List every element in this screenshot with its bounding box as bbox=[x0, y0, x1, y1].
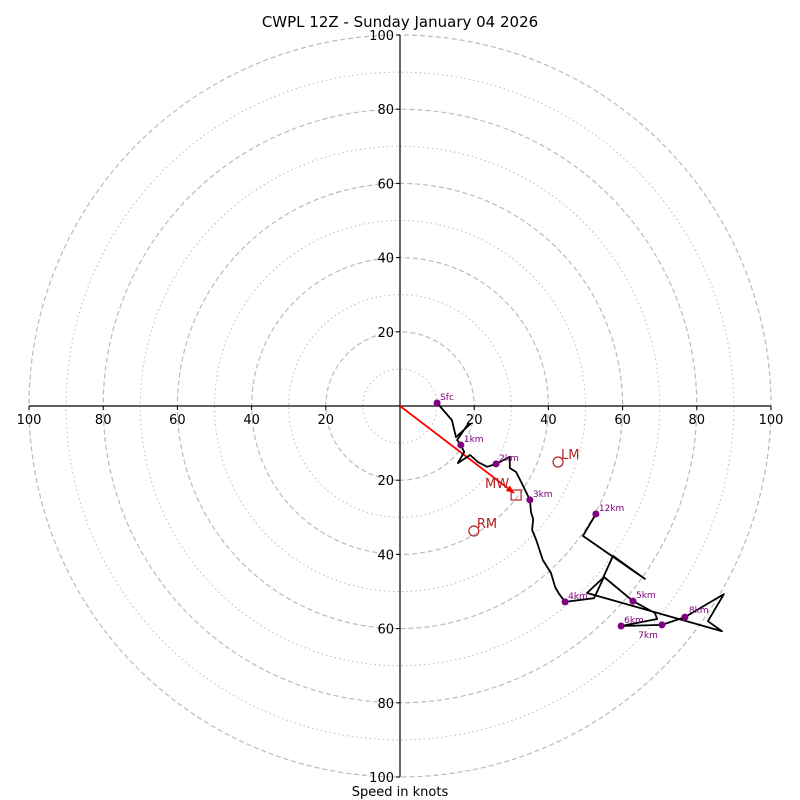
tick-label-bottom-60: 60 bbox=[377, 623, 394, 638]
tick-label-top-80: 80 bbox=[377, 103, 394, 118]
height-marker-5km bbox=[629, 597, 637, 605]
height-markers: Sfc 1km 2km 3km 4km 5km 6km 7km 8km 12km bbox=[433, 393, 709, 641]
motion-label-mw: MW bbox=[485, 477, 509, 492]
tick-label-top-60: 60 bbox=[377, 177, 394, 192]
height-label-5km: 5km bbox=[636, 591, 656, 601]
height-label-1km: 1km bbox=[464, 435, 484, 445]
height-label-2km: 2km bbox=[499, 454, 519, 464]
tick-label-top-100: 100 bbox=[369, 29, 394, 44]
mean-wind-arrow-shaft bbox=[399, 405, 515, 494]
height-marker-3km bbox=[526, 496, 534, 504]
hodograph-trace bbox=[436, 402, 725, 633]
height-marker-sfc bbox=[433, 399, 441, 407]
height-marker-2km bbox=[492, 460, 500, 468]
motion-marker-lm bbox=[552, 456, 564, 468]
height-label-3km: 3km bbox=[533, 490, 553, 500]
tick-label-right-60: 60 bbox=[614, 413, 631, 428]
height-marker-1km bbox=[457, 441, 465, 449]
height-label-8km: 8km bbox=[689, 606, 709, 616]
tick-label-left-80: 80 bbox=[95, 413, 112, 428]
tick-label-right-100: 100 bbox=[759, 413, 784, 428]
height-label-4km: 4km bbox=[568, 592, 588, 602]
x-axis-label: Speed in knots bbox=[352, 785, 449, 800]
motion-label-rm: RM bbox=[477, 517, 497, 532]
tick-label-left-40: 40 bbox=[243, 413, 260, 428]
tick-label-top-20: 20 bbox=[377, 326, 394, 341]
tick-label-top-40: 40 bbox=[377, 252, 394, 267]
tick-label-bottom-40: 40 bbox=[377, 548, 394, 563]
height-marker-6km bbox=[617, 622, 625, 630]
height-label-12km: 12km bbox=[599, 504, 624, 514]
height-marker-12km bbox=[592, 510, 600, 518]
motion-label-lm: LM bbox=[561, 448, 579, 463]
tick-label-left-100: 100 bbox=[17, 413, 42, 428]
mean-wind-arrow-head bbox=[505, 485, 515, 494]
tick-label-bottom-20: 20 bbox=[377, 474, 394, 489]
motion-marker-rm bbox=[468, 525, 480, 537]
tick-label-right-80: 80 bbox=[689, 413, 706, 428]
tick-label-bottom-80: 80 bbox=[377, 697, 394, 712]
mean-wind-vector bbox=[399, 405, 515, 494]
tick-label-bottom-100: 100 bbox=[369, 771, 394, 786]
tick-label-left-60: 60 bbox=[169, 413, 186, 428]
storm-motion-markers: MW LM RM bbox=[468, 448, 580, 537]
chart-title: CWPL 12Z - Sunday January 04 2026 bbox=[262, 13, 538, 31]
tick-label-right-40: 40 bbox=[540, 413, 557, 428]
height-label-7km: 7km bbox=[638, 631, 658, 641]
hodograph-line bbox=[436, 402, 725, 633]
height-label-sfc: Sfc bbox=[440, 393, 454, 403]
tick-label-left-20: 20 bbox=[318, 413, 335, 428]
motion-marker-mw bbox=[510, 489, 522, 501]
height-marker-7km bbox=[658, 621, 666, 629]
height-marker-4km bbox=[561, 598, 569, 606]
height-marker-8km bbox=[681, 613, 689, 621]
height-label-6km: 6km bbox=[624, 616, 644, 626]
